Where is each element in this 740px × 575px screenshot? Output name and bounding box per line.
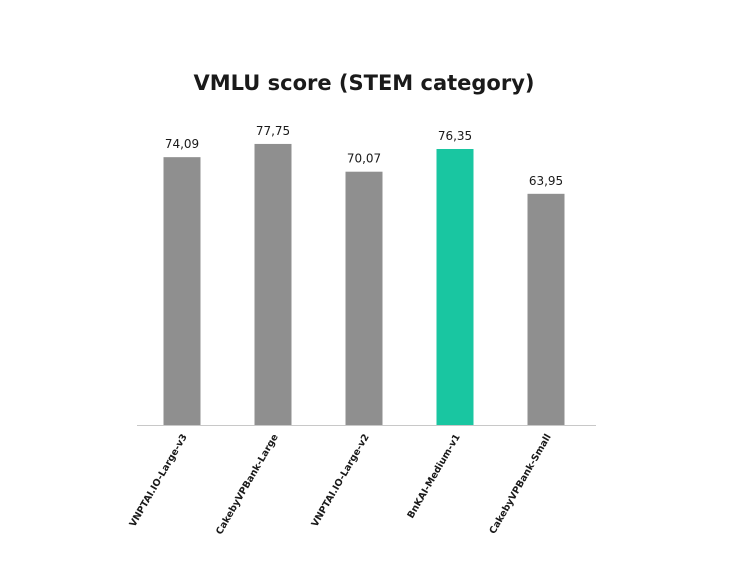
bar-1 [254,143,292,425]
bars-layer [163,143,565,425]
x-tick-label-2: VNPTAI.IO-Large-v2 [310,432,372,529]
data-label-2: 70,07 [347,152,381,166]
bar-2 [345,171,383,425]
x-tick-label-4: CakebyVPBank-Small [487,432,553,536]
chart-title: VMLU score (STEM category) [193,71,534,95]
bar-0 [163,157,201,425]
x-tick-labels-layer: VNPTAI.IO-Large-v3 CakebyVPBank-Large VNPT… [128,432,554,536]
data-labels-layer: 74,09 77,75 70,07 76,35 63,95 [165,124,563,188]
x-tick-label-0: VNPTAI.IO-Large-v3 [128,432,190,529]
bar-3 [436,148,474,425]
x-tick-label-1: CakebyVPBank-Large [214,432,281,536]
data-label-1: 77,75 [256,124,290,138]
x-tick-label-3: BnKAI-Medium-v1 [405,432,462,520]
bar-4 [527,193,565,425]
data-label-0: 74,09 [165,137,199,151]
data-label-3: 76,35 [438,129,472,143]
data-label-4: 63,95 [529,174,563,188]
